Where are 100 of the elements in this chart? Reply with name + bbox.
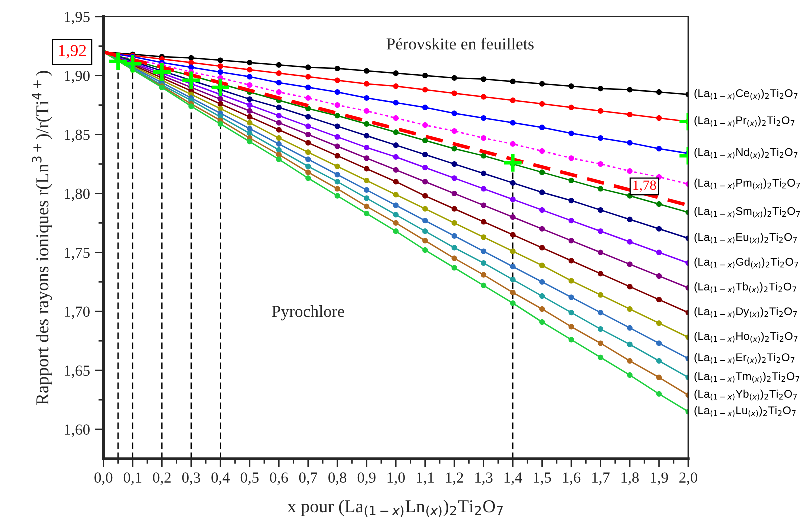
point <box>598 186 604 192</box>
point <box>393 130 399 136</box>
point <box>510 232 516 238</box>
point <box>393 142 399 148</box>
point <box>568 156 574 162</box>
y-tick-label: 1,90 <box>65 70 90 84</box>
point <box>481 153 487 159</box>
text: (La$_{(1−x)}$Tb$_{(x)}$)$_{2}$Ti$_{2}$O$_{7}$ <box>694 282 796 294</box>
point <box>188 104 194 110</box>
point <box>510 78 516 84</box>
point <box>393 154 399 160</box>
point <box>452 176 458 182</box>
point <box>510 264 516 270</box>
point <box>218 106 224 112</box>
x-tick-label: 0,7 <box>299 472 318 486</box>
point <box>334 153 340 159</box>
y-tick-label: 1,65 <box>65 366 90 378</box>
point <box>276 104 282 110</box>
point <box>306 176 312 182</box>
point <box>334 172 340 178</box>
point <box>364 178 370 184</box>
text: (La$_{(1−x)}$Er$_{(x)}$)$_{2}$Ti$_{2}$O$_{7}$ <box>694 353 795 364</box>
point <box>306 170 312 176</box>
point <box>452 128 458 134</box>
point <box>656 90 662 96</box>
point <box>598 292 604 298</box>
x-tick-label: 0,5 <box>240 472 259 486</box>
point <box>540 170 546 176</box>
x-tick-label: 0,1 <box>124 472 142 486</box>
point <box>568 337 574 343</box>
point <box>510 214 516 220</box>
point <box>656 202 662 208</box>
y-tick-label: 1,80 <box>65 188 90 202</box>
point <box>510 300 516 306</box>
point <box>568 218 574 224</box>
point <box>598 228 604 234</box>
point <box>627 358 633 364</box>
point <box>481 115 487 122</box>
point <box>393 100 399 106</box>
point <box>334 134 340 140</box>
point <box>656 273 662 280</box>
point <box>422 138 428 144</box>
point <box>306 132 312 138</box>
point <box>422 179 428 185</box>
x-tick-label: 1,9 <box>651 472 668 486</box>
x-tick-label: 1,5 <box>534 472 552 486</box>
point <box>510 290 516 296</box>
x-tick-label: 1,8 <box>622 472 639 486</box>
point <box>452 161 458 168</box>
point <box>598 161 604 168</box>
point <box>422 238 428 244</box>
point <box>656 250 662 256</box>
point <box>540 190 546 196</box>
point <box>364 108 370 114</box>
x-tick-label: 1,1 <box>417 472 434 486</box>
point <box>218 58 224 64</box>
point <box>598 340 604 346</box>
point <box>364 121 370 127</box>
point <box>108 51 129 72</box>
point <box>481 76 487 82</box>
point <box>627 284 633 290</box>
annotation: 1,92 <box>59 45 86 59</box>
point <box>276 147 282 153</box>
point <box>568 84 574 90</box>
x-tick-label: 1,2 <box>446 472 464 486</box>
point <box>481 272 487 278</box>
point <box>276 113 282 119</box>
point <box>422 193 428 199</box>
point <box>393 70 399 76</box>
point <box>481 186 487 192</box>
point <box>393 202 399 208</box>
point <box>334 78 340 84</box>
point <box>452 110 458 116</box>
point <box>364 210 370 217</box>
point <box>422 248 428 254</box>
point <box>334 113 340 119</box>
x-tick-label: 1,6 <box>563 472 581 486</box>
point <box>510 180 516 186</box>
point <box>364 144 370 151</box>
x-tick-label: 0,4 <box>212 472 230 486</box>
point <box>510 141 516 147</box>
point <box>510 248 516 254</box>
point <box>218 70 224 76</box>
point <box>276 120 282 126</box>
point <box>218 101 224 107</box>
text: (La$_{(1−x)}$Pm$_{(x)}$)$_{2}$Ti$_{2}$O$_{7}$ <box>694 178 800 190</box>
point <box>247 139 253 145</box>
point <box>393 228 399 234</box>
point <box>276 127 282 133</box>
point <box>276 80 282 86</box>
point <box>152 62 173 83</box>
point <box>540 306 546 312</box>
point <box>656 146 662 152</box>
point <box>306 164 312 170</box>
point <box>481 282 487 288</box>
point <box>393 179 399 185</box>
point <box>540 207 546 214</box>
point <box>568 294 574 300</box>
point <box>422 228 428 234</box>
point <box>364 166 370 172</box>
